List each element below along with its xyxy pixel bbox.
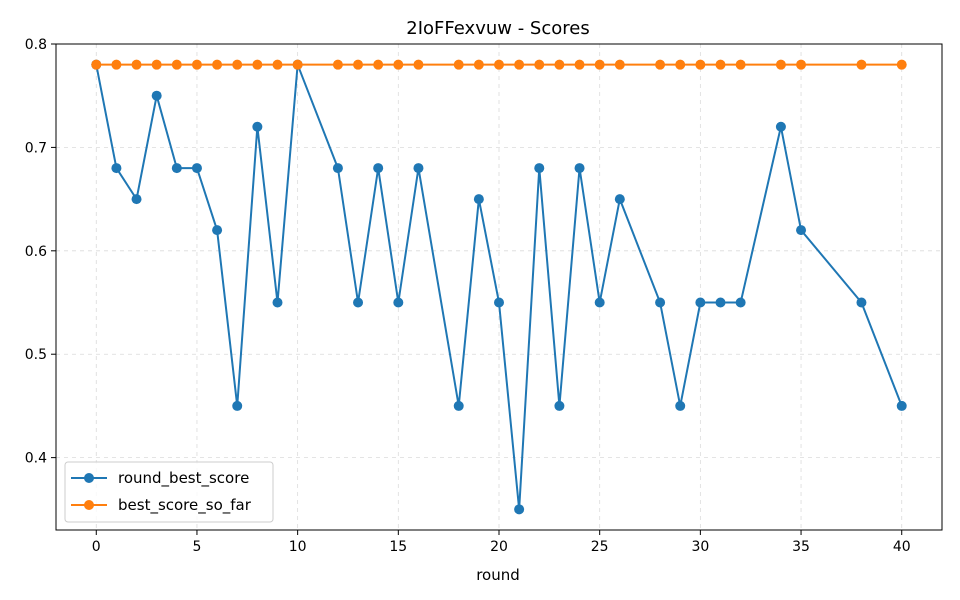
data-point <box>252 121 263 132</box>
data-point <box>111 163 122 174</box>
data-point <box>655 59 666 70</box>
x-tick-label: 5 <box>192 539 201 555</box>
data-point <box>574 163 585 174</box>
data-point <box>534 163 545 174</box>
series-best_score_so_far <box>91 59 907 70</box>
data-point <box>655 297 666 308</box>
data-point <box>151 90 162 101</box>
data-point <box>775 59 786 70</box>
data-point <box>413 59 424 70</box>
data-point <box>675 400 686 411</box>
data-point <box>453 400 464 411</box>
series-line-round_best_score <box>95 64 903 510</box>
legend-box <box>64 461 274 523</box>
data-point <box>614 194 625 205</box>
data-point <box>191 163 202 174</box>
data-point <box>353 297 364 308</box>
data-point <box>594 297 605 308</box>
data-point <box>232 400 243 411</box>
data-point <box>534 59 545 70</box>
y-tick-label: 0.4 <box>25 451 47 467</box>
data-point <box>453 59 464 70</box>
y-tick-label: 0.6 <box>25 244 47 260</box>
data-point <box>332 59 343 70</box>
data-point <box>111 59 122 70</box>
data-point <box>413 163 424 174</box>
data-point <box>675 59 686 70</box>
legend-label: round_best_score <box>118 469 249 488</box>
data-point <box>695 297 706 308</box>
data-point <box>715 297 726 308</box>
x-tick-label: 20 <box>490 539 508 555</box>
data-point <box>272 59 283 70</box>
data-point <box>796 225 807 236</box>
series-round_best_score <box>91 59 907 515</box>
axis-ticks: 0 5 10 15 20 25 30 35 40 0.4 0.5 0.6 0.7 0.8 <box>25 37 911 555</box>
data-point <box>856 59 867 70</box>
x-tick-label: 25 <box>591 539 609 555</box>
data-point <box>332 163 343 174</box>
data-point <box>473 59 484 70</box>
data-point <box>775 121 786 132</box>
x-tick-label: 40 <box>893 539 911 555</box>
x-tick-label: 10 <box>289 539 307 555</box>
data-point <box>393 59 404 70</box>
data-point <box>373 163 384 174</box>
data-point <box>896 59 907 70</box>
data-point <box>212 225 223 236</box>
data-point <box>715 59 726 70</box>
data-point <box>735 59 746 70</box>
data-point <box>171 59 182 70</box>
data-point <box>796 59 807 70</box>
data-point <box>514 59 525 70</box>
data-point <box>514 504 525 515</box>
y-tick-label: 0.8 <box>25 37 47 53</box>
data-point <box>91 59 102 70</box>
data-point <box>252 59 263 70</box>
x-tick-label: 35 <box>792 539 810 555</box>
data-point <box>373 59 384 70</box>
data-point <box>695 59 706 70</box>
legend: round_best_score best_score_so_far <box>64 461 274 523</box>
data-point <box>151 59 162 70</box>
data-point <box>232 59 243 70</box>
data-point <box>131 194 142 205</box>
x-axis-label: round <box>476 566 520 584</box>
series-layer <box>91 59 907 515</box>
data-point <box>735 297 746 308</box>
data-point <box>896 400 907 411</box>
legend-swatch-marker <box>84 500 94 510</box>
x-tick-label: 0 <box>92 539 101 555</box>
data-point <box>594 59 605 70</box>
data-point <box>494 297 504 308</box>
data-point <box>353 59 364 70</box>
data-point <box>393 297 404 308</box>
data-point <box>554 59 565 70</box>
data-point <box>614 59 625 70</box>
x-tick-label: 30 <box>691 539 709 555</box>
data-point <box>554 400 565 411</box>
data-point <box>494 59 504 70</box>
chart-title: 2IoFFexvuw - Scores <box>406 18 589 39</box>
data-point <box>131 59 142 70</box>
data-point <box>272 297 283 308</box>
x-tick-label: 15 <box>389 539 407 555</box>
data-point <box>856 297 867 308</box>
data-point <box>292 59 303 70</box>
y-tick-label: 0.5 <box>25 347 47 363</box>
legend-label: best_score_so_far <box>118 496 252 515</box>
data-point <box>171 163 182 174</box>
legend-swatch-marker <box>84 473 94 483</box>
data-point <box>212 59 223 70</box>
data-point <box>473 194 484 205</box>
y-tick-label: 0.7 <box>25 140 47 156</box>
data-point <box>191 59 202 70</box>
data-point <box>574 59 585 70</box>
